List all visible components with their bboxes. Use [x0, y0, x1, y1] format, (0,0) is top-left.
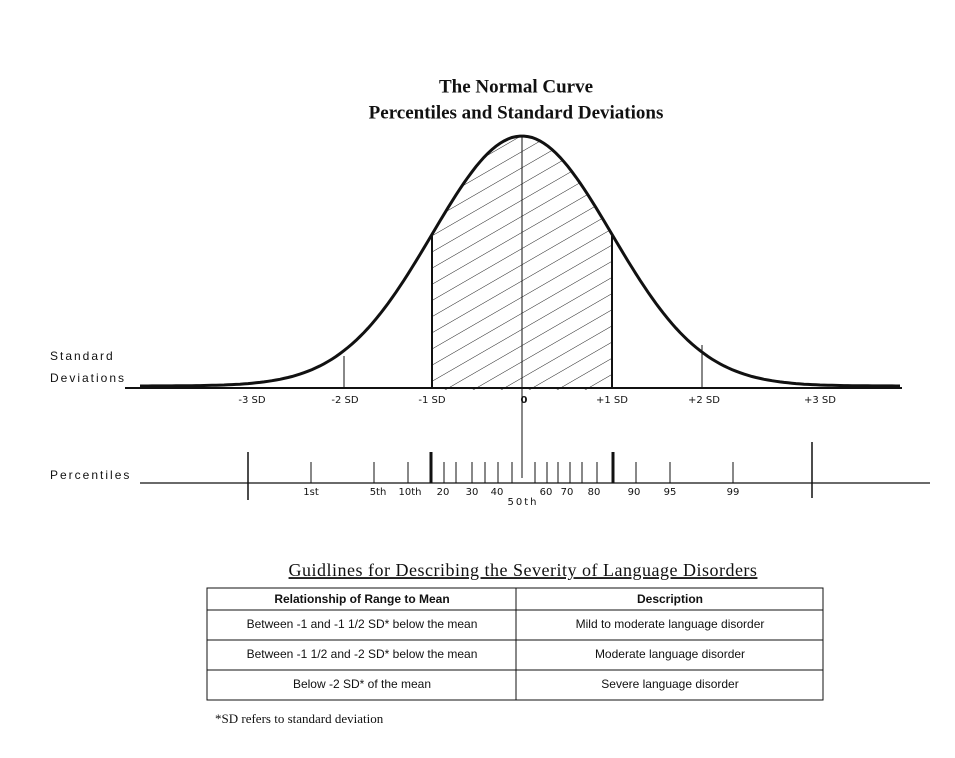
percentile-tick-label: 70 [561, 487, 574, 498]
percentile-tick-label: 40 [491, 487, 504, 498]
table-cell: Below -2 SD* of the mean [293, 677, 431, 691]
sd-tick-label: +3 SD [804, 395, 836, 406]
table-header: Relationship of Range to Mean [274, 592, 449, 606]
percentile-tick-label: 90 [628, 487, 641, 498]
percentile-tick-label: 1st [303, 487, 319, 498]
sd-tick-label: +1 SD [596, 395, 628, 406]
percentile-tick-label: 95 [664, 487, 677, 498]
table-cell: Mild to moderate language disorder [576, 617, 765, 631]
table-cell: Between -1 and -1 1/2 SD* below the mean [247, 617, 478, 631]
percentile-tick-label: 80 [588, 487, 601, 498]
table-cell: Moderate language disorder [595, 647, 745, 661]
percentile-tick-label: 30 [466, 487, 479, 498]
sd-tick-label: -1 SD [418, 395, 445, 406]
median-label: 50th [508, 497, 539, 508]
sd-tick-label: 0 [521, 395, 528, 406]
title: The Normal Curve [439, 76, 593, 97]
sd-tick-label: -3 SD [238, 395, 265, 406]
axis-label: Standard [50, 349, 115, 363]
sd-tick-label: -2 SD [331, 395, 358, 406]
normal-curve [140, 134, 900, 388]
subtitle: Percentiles and Standard Deviations [369, 102, 664, 123]
table-header: Description [637, 592, 703, 606]
table-title: Guidlines for Describing the Severity of… [289, 560, 758, 580]
percentile-tick-label: 10th [399, 487, 422, 498]
table-cell: Severe language disorder [601, 677, 738, 691]
percentile-tick-label: 60 [540, 487, 553, 498]
percentile-tick-label: 99 [727, 487, 740, 498]
axis-label: Deviations [50, 371, 126, 385]
percentile-tick-label: 20 [437, 487, 450, 498]
table-border [206, 587, 824, 701]
footnote: *SD refers to standard deviation [215, 711, 384, 726]
sd-tick-label: +2 SD [688, 395, 720, 406]
percentile-tick-label: 5th [370, 487, 387, 498]
axis-label: Percentiles [50, 468, 131, 482]
table-cell: Between -1 1/2 and -2 SD* below the mean [247, 647, 478, 661]
